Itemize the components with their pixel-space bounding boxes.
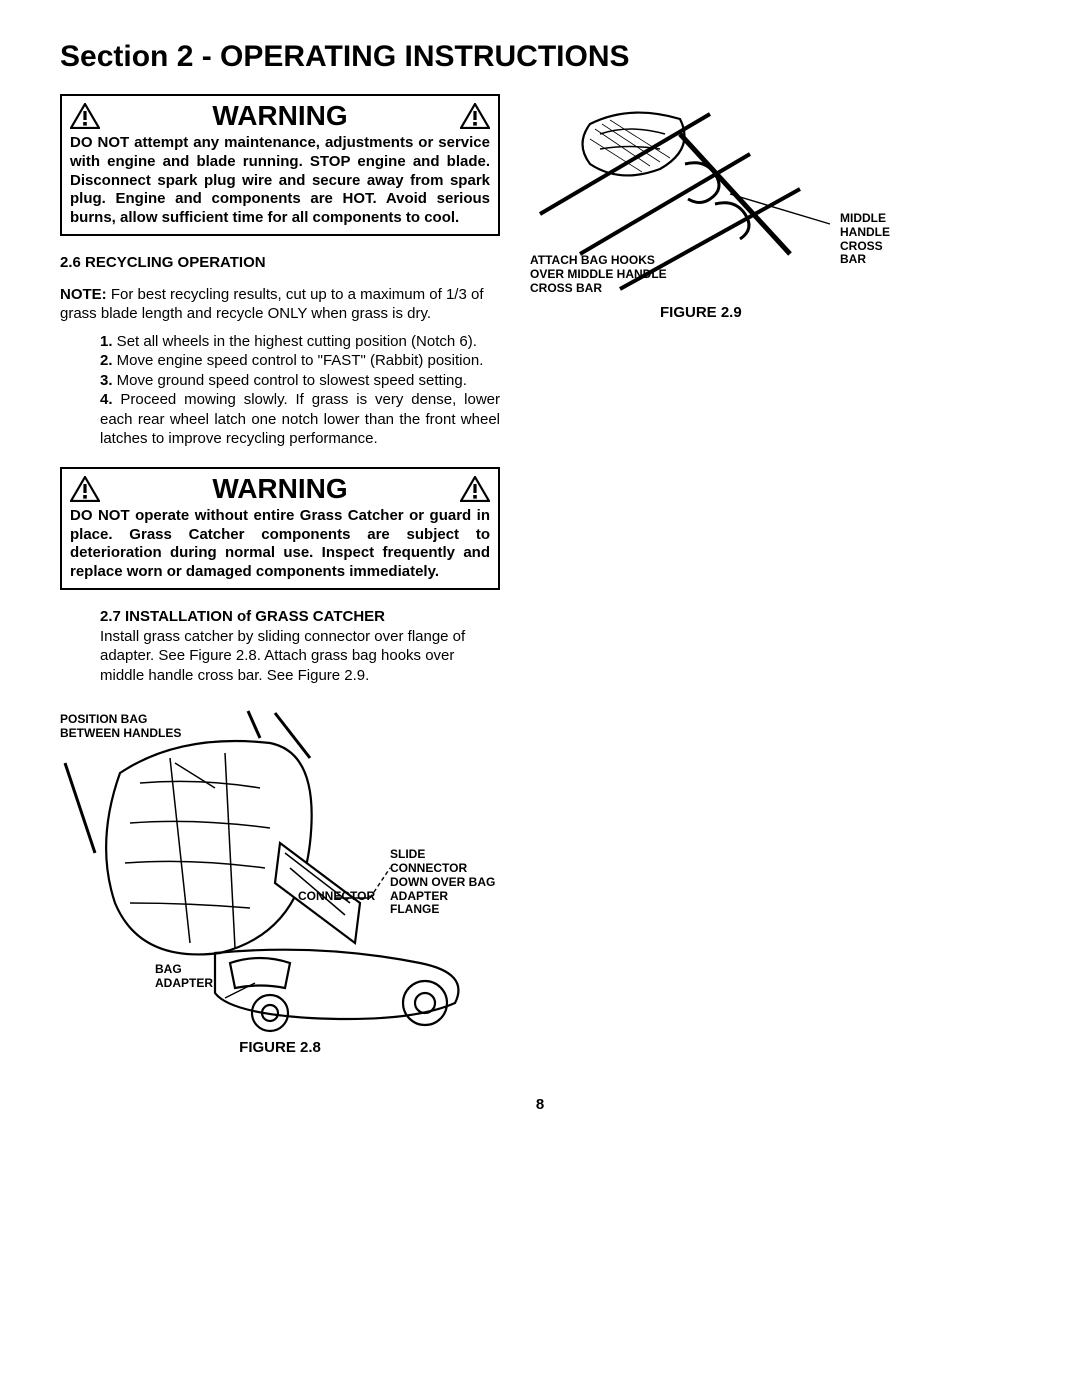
section-2-7-body: Install grass catcher by sliding connect…	[60, 627, 500, 686]
figure-2-8: POSITION BAGBETWEEN HANDLES CONNECTOR SL…	[60, 703, 500, 1056]
left-column: WARNING DO NOT attempt any maintenance, …	[60, 94, 500, 1056]
figure-2-9-label-2: MIDDLEHANDLECROSSBAR	[840, 212, 890, 267]
warning-body-1: DO NOT attempt any maintenance, adjustme…	[70, 134, 490, 228]
section-2-6-heading: 2.6 RECYCLING OPERATION	[60, 254, 500, 271]
warning-title-1: WARNING	[212, 100, 347, 132]
figure-2-8-label-4: BAGADAPTER	[155, 963, 213, 991]
section-2-7-heading: 2.7 INSTALLATION of GRASS CATCHER	[60, 608, 500, 625]
warning-icon	[70, 476, 100, 502]
section-2-7: 2.7 INSTALLATION of GRASS CATCHER Instal…	[60, 608, 500, 686]
page-title: Section 2 - OPERATING INSTRUCTIONS	[60, 40, 1020, 74]
warning-header-2: WARNING	[70, 473, 490, 505]
warning-icon	[70, 103, 100, 129]
warning-icon	[460, 476, 490, 502]
warning-box-2: WARNING DO NOT operate without entire Gr…	[60, 467, 500, 590]
step-2: 2. Move engine speed control to "FAST" (…	[100, 351, 500, 371]
step-4: 4. Proceed mowing slowly. If grass is ve…	[100, 390, 500, 449]
figure-2-9-caption: FIGURE 2.9	[660, 304, 960, 321]
warning-body-2: DO NOT operate without entire Grass Catc…	[70, 507, 490, 582]
note-label: NOTE:	[60, 286, 107, 303]
section-2-6-note: NOTE: For best recycling results, cut up…	[60, 285, 500, 324]
section-2-6-steps: 1. Set all wheels in the highest cutting…	[60, 332, 500, 449]
figure-2-8-label-2: CONNECTOR	[298, 890, 375, 904]
content-columns: WARNING DO NOT attempt any maintenance, …	[60, 94, 1020, 1056]
warning-icon	[460, 103, 490, 129]
figure-2-9: ATTACH BAG HOOKSOVER MIDDLE HANDLECROSS …	[530, 94, 960, 321]
step-3: 3. Move ground speed control to slowest …	[100, 371, 500, 391]
figure-2-8-caption: FIGURE 2.8	[60, 1039, 500, 1056]
page-number: 8	[60, 1096, 1020, 1113]
step-1: 1. Set all wheels in the highest cutting…	[100, 332, 500, 352]
right-column: ATTACH BAG HOOKSOVER MIDDLE HANDLECROSS …	[530, 94, 1020, 1056]
figure-2-8-label-1: POSITION BAGBETWEEN HANDLES	[60, 713, 181, 741]
warning-box-1: WARNING DO NOT attempt any maintenance, …	[60, 94, 500, 236]
warning-header-1: WARNING	[70, 100, 490, 132]
note-body: For best recycling results, cut up to a …	[60, 286, 484, 323]
figure-2-9-label-1: ATTACH BAG HOOKSOVER MIDDLE HANDLECROSS …	[530, 254, 667, 295]
warning-title-2: WARNING	[212, 473, 347, 505]
figure-2-8-label-3: SLIDECONNECTORDOWN OVER BAGADAPTER FLANG…	[390, 848, 500, 917]
